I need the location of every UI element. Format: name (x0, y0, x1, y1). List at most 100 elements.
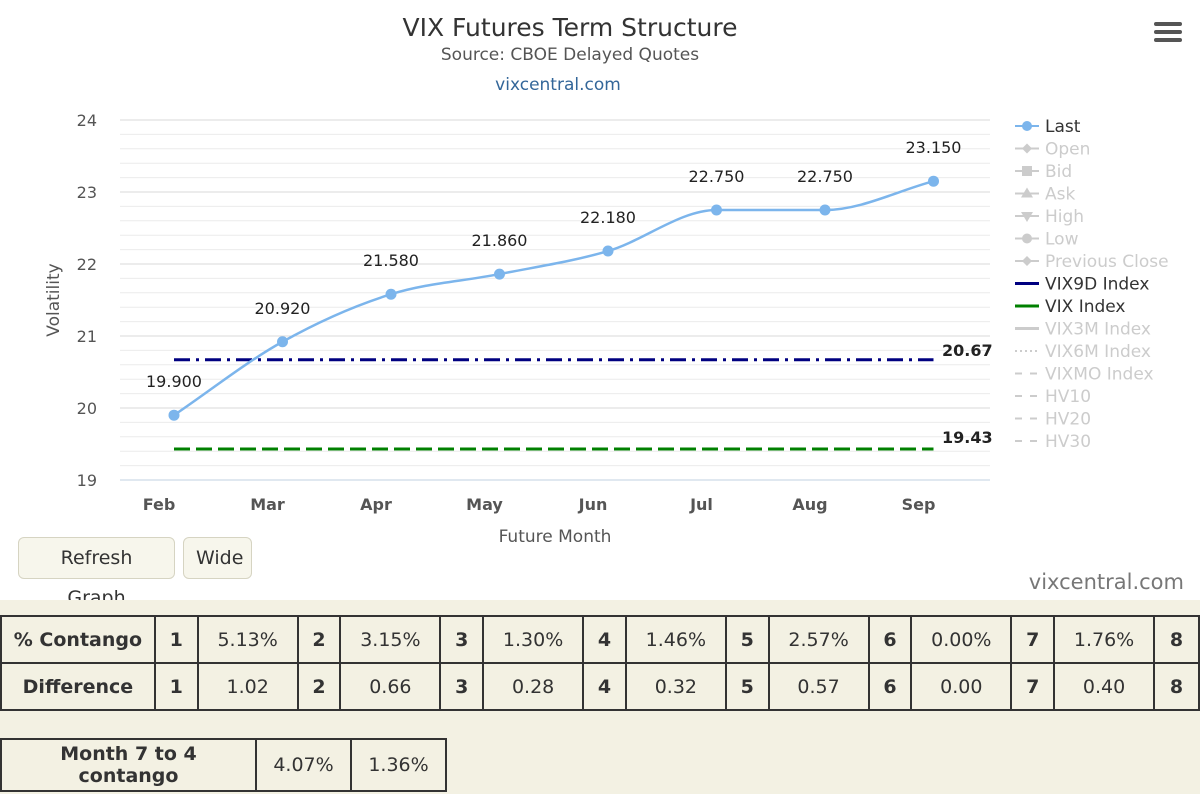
x-axis-title: Future Month (499, 527, 612, 547)
legend-item[interactable]: High (1045, 207, 1084, 227)
last-point (711, 204, 722, 216)
index-cell: 4 (582, 615, 627, 664)
index-cell: 8 (1152, 662, 1200, 711)
contango-cell: 1.76% (1053, 615, 1155, 664)
contango-cell: 3.15% (339, 615, 442, 664)
index-cell: 6 (867, 662, 913, 711)
legend-item[interactable]: Ask (1045, 185, 1075, 205)
legend-item[interactable]: Previous Close (1045, 252, 1169, 272)
difference-cell: 0.28 (482, 662, 585, 711)
contango-cell: 1.30% (482, 615, 585, 664)
wide-button[interactable]: Wide (183, 537, 252, 579)
month74-label: Month 7 to 4 contango (0, 738, 257, 792)
data-label: 20.920 (255, 299, 311, 318)
month-7-to-4-table: Month 7 to 4 contango 4.07% 1.36% (0, 738, 447, 792)
contango-cell: 2.57% (767, 615, 870, 664)
last-point (385, 288, 397, 300)
x-tick-label: Aug (792, 495, 827, 514)
legend-item[interactable]: HV30 (1045, 432, 1091, 452)
credit-link-top: vixcentral.com (495, 75, 621, 95)
vix9d-label: 20.67 (942, 341, 993, 360)
contango-row: % Contango 1 5.13% 2 3.15% 3 1.30% 4 1.4… (0, 615, 1200, 664)
data-label: 22.180 (580, 208, 636, 227)
x-tick-label: Jun (578, 495, 608, 514)
last-point (602, 245, 614, 257)
chart-subtitle: Source: CBOE Delayed Quotes (441, 45, 699, 65)
index-cell: 1 (153, 662, 199, 711)
legend-item[interactable]: VIX Index (1045, 297, 1126, 317)
x-tick-label: Feb (143, 495, 176, 514)
x-tick-label: Sep (902, 495, 936, 514)
x-tick-label: Jul (689, 495, 713, 514)
data-label: 21.580 (363, 251, 419, 270)
legend-item[interactable]: Bid (1045, 162, 1072, 182)
legend-item[interactable]: Last (1045, 117, 1081, 137)
last-point (928, 175, 939, 187)
difference-cell: 0.00 (910, 662, 1013, 711)
last-series-line (173, 179, 934, 417)
last-point (819, 204, 831, 216)
data-label: 22.750 (689, 167, 745, 186)
refresh-graph-button[interactable]: Refresh Graph (18, 537, 175, 609)
difference-cell: 1.02 (196, 662, 299, 711)
x-tick-label: Apr (360, 495, 392, 514)
legend-marker (1022, 121, 1032, 131)
legend-item[interactable]: VIX3M Index (1045, 320, 1151, 340)
last-point (168, 409, 180, 421)
index-cell: 3 (439, 615, 485, 664)
y-tick-label: 20 (77, 399, 97, 418)
contango-cell: 5.13% (196, 615, 299, 664)
index-cell: 2 (296, 662, 342, 711)
index-cell: 7 (1010, 615, 1056, 664)
legend-item[interactable]: Open (1045, 140, 1090, 160)
index-cell: 1 (153, 615, 199, 664)
y-tick-label: 21 (77, 327, 97, 346)
index-cell: 2 (296, 615, 342, 664)
month74-value: 4.07% (255, 738, 352, 792)
difference-cell: 0.57 (767, 662, 870, 711)
legend-marker (1022, 143, 1032, 154)
x-tick-label: May (466, 495, 503, 514)
index-cell: 5 (724, 615, 770, 664)
index-cell: 4 (582, 662, 627, 711)
legend-item[interactable]: VIX9D Index (1045, 275, 1149, 295)
last-point (277, 336, 288, 348)
legend-item[interactable]: Low (1045, 230, 1079, 250)
difference-cell: 0.40 (1053, 662, 1155, 711)
contango-cell: 1.46% (624, 615, 727, 664)
credit-bottom[interactable]: vixcentral.com (1028, 570, 1184, 594)
chart-title: VIX Futures Term Structure (403, 13, 738, 42)
data-label: 19.900 (146, 372, 202, 391)
data-label: 22.750 (797, 167, 853, 186)
legend-marker (1021, 212, 1033, 222)
legend-item[interactable]: HV10 (1045, 387, 1091, 407)
difference-row: Difference 1 1.02 2 0.66 3 0.28 4 0.32 5… (0, 662, 1200, 711)
legend-item[interactable]: VIX6M Index (1045, 342, 1151, 362)
contango-cell: 0.00% (910, 615, 1013, 664)
y-tick-label: 23 (77, 183, 97, 202)
y-axis-title: Volatility (44, 263, 64, 336)
legend-item[interactable]: VIXMO Index (1045, 365, 1154, 385)
y-tick-label: 24 (77, 111, 97, 130)
index-cell: 8 (1152, 615, 1200, 664)
month74-value: 1.36% (350, 738, 447, 792)
menu-icon[interactable] (1154, 22, 1182, 44)
difference-label: Difference (0, 662, 156, 711)
month74-row: Month 7 to 4 contango 4.07% 1.36% (0, 738, 447, 792)
contango-table: % Contango 1 5.13% 2 3.15% 3 1.30% 4 1.4… (0, 615, 1200, 711)
index-cell: 7 (1010, 662, 1056, 711)
difference-cell: 0.66 (339, 662, 442, 711)
legend-marker (1022, 256, 1032, 266)
legend-item[interactable]: HV20 (1045, 410, 1091, 430)
legend-marker (1022, 233, 1032, 244)
y-tick-label: 19 (77, 471, 97, 490)
y-tick-label: 22 (77, 255, 97, 274)
difference-cell: 0.32 (624, 662, 727, 711)
contango-label: % Contango (0, 615, 156, 664)
last-point (494, 268, 505, 280)
index-cell: 5 (724, 662, 770, 711)
legend-marker (1021, 187, 1033, 198)
chart: VIX Futures Term Structure Source: CBOE D… (44, 13, 1169, 547)
data-label: 23.150 (906, 138, 962, 157)
legend-marker (1022, 166, 1032, 176)
